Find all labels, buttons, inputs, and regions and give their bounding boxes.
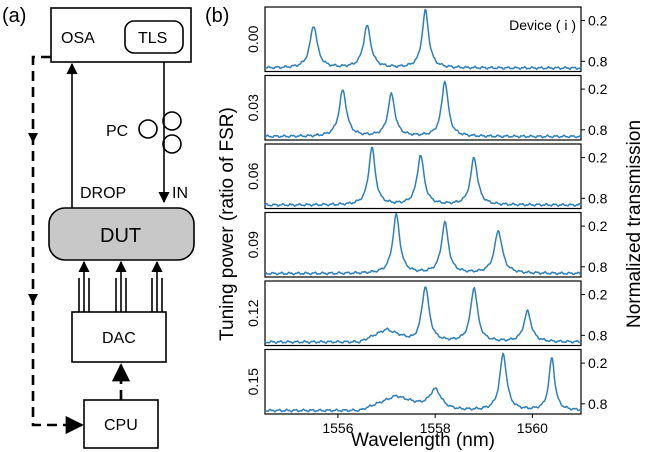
device-annotation: Device ( i ) — [509, 17, 576, 33]
cpu-box — [83, 399, 159, 449]
subplot-frame — [264, 348, 582, 415]
transmission-trace — [264, 286, 582, 345]
subplot-frame — [264, 211, 582, 278]
subplot-frame — [264, 280, 582, 347]
subplot-4: 0.8 0.2 0.12 — [245, 280, 608, 347]
osa-to-cpu-feedback-path — [28, 55, 84, 435]
panel-a-label: (a) — [2, 5, 26, 27]
subplot-frame — [264, 143, 582, 210]
dac-label: DAC — [102, 330, 136, 347]
x-axis-label: Wavelength (nm) — [351, 430, 495, 451]
transmission-trace — [264, 352, 582, 413]
osa-label: OSA — [61, 30, 95, 47]
y-tick-label: 0.2 — [588, 81, 608, 97]
subplot-frame — [264, 74, 582, 141]
subplot-5: 0.8 0.2 0.15 1556 1558 1560 — [245, 348, 608, 436]
transmission-trace — [264, 212, 582, 276]
x-tick-label: 1560 — [517, 420, 548, 436]
tls-box — [124, 20, 184, 54]
subplot-0: 0.8 0.2 0.00 Device ( i ) — [245, 6, 608, 73]
subplot-2: 0.8 0.2 0.06 — [245, 143, 608, 210]
y-tick-label: 0.8 — [588, 190, 608, 206]
y-tick-label: 0.8 — [588, 327, 608, 343]
y-tick-label: 0.2 — [588, 287, 608, 303]
x-tick-label: 1558 — [420, 420, 451, 436]
y-tick-label: 0.2 — [588, 355, 608, 371]
y-axis-label-right: Normalized transmission — [624, 120, 645, 328]
series-label: 0.09 — [245, 231, 261, 258]
y-tick-label: 0.2 — [588, 13, 608, 29]
subplot-3: 0.8 0.2 0.09 — [245, 211, 608, 278]
transmission-trace — [265, 8, 582, 71]
cpu-label: CPU — [104, 417, 138, 434]
drop-label: DROP — [80, 185, 126, 202]
dut-box — [48, 207, 195, 261]
y-tick-label: 0.8 — [588, 396, 608, 412]
subplot-1: 0.8 0.2 0.03 — [245, 74, 608, 141]
in-label: IN — [172, 185, 188, 202]
transmission-trace — [265, 80, 582, 139]
y-tick-label: 0.2 — [588, 218, 608, 234]
series-label: 0.06 — [245, 162, 261, 189]
y-tick-label: 0.8 — [588, 122, 608, 138]
series-label: 0.12 — [245, 299, 261, 326]
y-tick-label: 0.8 — [588, 259, 608, 275]
x-tick-label: 1556 — [322, 420, 353, 436]
series-label: 0.03 — [245, 94, 261, 121]
tls-label: TLS — [138, 30, 167, 47]
y-tick-label: 0.8 — [588, 53, 608, 69]
pc-label: PC — [106, 123, 128, 140]
dac-box — [71, 311, 167, 363]
polarization-controller-icon — [138, 111, 182, 154]
panel-b-label: (b) — [205, 5, 229, 27]
subplot-frame — [264, 6, 582, 73]
transmission-trace — [264, 146, 582, 207]
series-label: 0.00 — [245, 25, 261, 52]
dut-label: DUT — [100, 225, 141, 247]
y-tick-label: 0.2 — [588, 150, 608, 166]
dac-to-dut-arrows — [78, 260, 163, 312]
panel-a-setup-diagram: (a) OSA TLS PC IN DROP DUT — [2, 5, 195, 449]
y-axis-label-left: Tuning power (ratio of FSR) — [217, 107, 238, 341]
series-label: 0.15 — [245, 368, 261, 395]
